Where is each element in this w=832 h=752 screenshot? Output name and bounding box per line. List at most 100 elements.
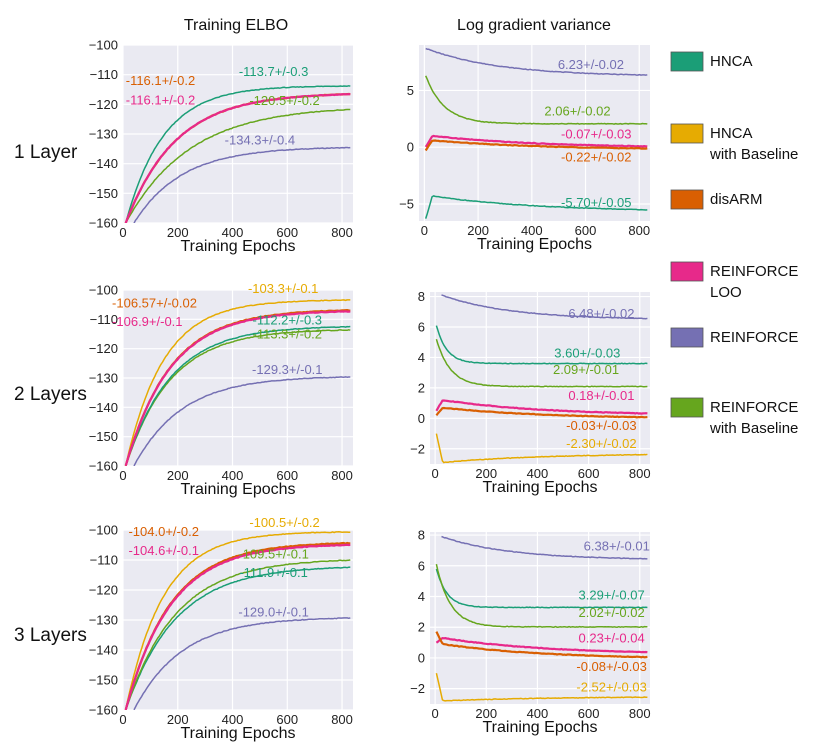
- annotation-disarm: -106.57+/-0.02: [112, 296, 197, 311]
- series-group: [124, 299, 351, 466]
- y-tick-label: −160: [89, 703, 118, 718]
- x-axis-label: Training Epochs: [477, 236, 592, 253]
- series-line-hnca: [435, 568, 648, 609]
- series-line-reinforce_loo: [424, 134, 648, 148]
- x-tick-label: 0: [119, 468, 126, 483]
- annotation-hnca_baseline: -2.52+/-0.03: [576, 680, 646, 695]
- legend-label: REINFORCE: [710, 399, 798, 416]
- y-tick-label: 8: [418, 528, 425, 543]
- legend-label: REINFORCE: [710, 263, 798, 280]
- series-line-reinforce_loo: [435, 399, 648, 415]
- annotation-disarm: -0.03+/-0.03: [566, 418, 636, 433]
- y-tick-label: 2: [418, 620, 425, 635]
- series-line-hnca_baseline: [124, 299, 351, 466]
- y-tick-label: −160: [89, 216, 118, 231]
- row-label-1-layer: 1 Layer: [14, 142, 78, 163]
- x-tick-label: 600: [578, 706, 600, 721]
- y-tick-label: −2: [410, 441, 425, 456]
- x-tick-label: 200: [167, 712, 189, 727]
- y-tick-label: −140: [89, 156, 118, 171]
- legend-swatch: [670, 51, 704, 72]
- y-tick-label: −100: [89, 523, 118, 538]
- series-line-disarm: [435, 406, 648, 419]
- y-tick-label: −160: [89, 459, 118, 474]
- legend-entry-hnca: HNCA: [670, 51, 753, 72]
- legend-swatch: [670, 189, 704, 210]
- legend-entry-disarm: disARM: [670, 189, 763, 210]
- y-tick-label: 2: [418, 380, 425, 395]
- annotation-disarm: -0.22+/-0.02: [561, 149, 631, 164]
- annotation-reinforce_baseline: -120.5+/-0.2: [249, 93, 319, 108]
- x-axis-label: Training Epochs: [482, 479, 597, 496]
- row-label-2-layers: 2 Layers: [14, 384, 87, 405]
- series-line-reinforce_loo: [435, 636, 648, 654]
- plot-background: [430, 292, 650, 464]
- x-tick-label: 600: [575, 223, 597, 238]
- y-tick-label: 0: [418, 650, 425, 665]
- annotation-reinforce_baseline: 2.09+/-0.01: [553, 362, 619, 377]
- x-tick-label: 0: [431, 466, 438, 481]
- y-tick-label: −110: [90, 67, 118, 82]
- y-tick-label: −150: [89, 673, 118, 688]
- annotation-reinforce: 6.38+/-0.01: [584, 538, 650, 553]
- y-tick-label: 6: [418, 558, 425, 573]
- x-tick-label: 400: [222, 225, 244, 240]
- y-tick-label: −2: [410, 681, 425, 696]
- chart-panel-r0-c1: 0 200 400 600 800 −5 0 5 Training Epochs 6.23+/-0…: [399, 45, 650, 253]
- series-line-reinforce_loo: [124, 92, 351, 223]
- series-line-reinforce: [133, 617, 351, 710]
- chart-panel-r1-c1: 0 200 400 600 800 −2 0 2 4 6 8 Training Epochs 6.48+…: [410, 289, 650, 496]
- plot-background: [430, 532, 650, 704]
- legend-entry-hnca_baseline: HNCA with Baseline: [670, 123, 798, 163]
- y-tick-label: −140: [89, 643, 118, 658]
- y-tick-label: −130: [89, 127, 118, 142]
- x-tick-label: 600: [578, 466, 600, 481]
- y-tick-label: −120: [89, 583, 118, 598]
- legend-swatch: [670, 123, 704, 144]
- series-line-reinforce_baseline: [435, 338, 648, 388]
- annotation-reinforce_baseline: 2.06+/-0.02: [544, 103, 610, 118]
- legend-entry-reinforce: REINFORCE: [670, 327, 798, 348]
- x-axis-label: Training Epochs: [180, 481, 295, 498]
- series-line-hnca_baseline: [435, 433, 648, 464]
- series-line-reinforce_baseline: [435, 563, 648, 628]
- y-tick-label: −100: [89, 38, 118, 53]
- column-title-gradient-variance: Log gradient variance: [457, 17, 611, 34]
- series-line-reinforce_baseline: [125, 108, 351, 223]
- annotation-reinforce_loo: -116.1+/-0.2: [126, 92, 196, 107]
- legend-label: disARM: [710, 191, 763, 208]
- series-line-reinforce_baseline: [124, 559, 351, 710]
- x-tick-label: 400: [527, 706, 549, 721]
- y-tick-label: −120: [89, 97, 118, 112]
- x-tick-label: 800: [331, 225, 353, 240]
- legend-entry-reinforce_baseline: REINFORCE with Baseline: [670, 397, 798, 437]
- y-tick-label: −150: [89, 186, 118, 201]
- annotation-reinforce: -129.3+/-0.1: [252, 362, 322, 377]
- x-axis-label: Training Epochs: [180, 725, 295, 742]
- series-line-hnca: [424, 195, 648, 219]
- y-tick-label: −130: [89, 371, 118, 386]
- y-tick-label: 8: [418, 289, 425, 304]
- series-group: [424, 47, 648, 219]
- series-line-reinforce_loo: [124, 543, 351, 710]
- legend-swatch: [670, 261, 704, 282]
- series-line-hnca_baseline: [124, 531, 351, 710]
- x-tick-label: 0: [431, 706, 438, 721]
- annotation-reinforce: -129.0+/-0.1: [238, 604, 308, 619]
- legend-label: REINFORCE: [710, 329, 798, 346]
- series-line-disarm: [435, 631, 648, 659]
- x-tick-label: 800: [331, 468, 353, 483]
- x-tick-label: 600: [276, 225, 298, 240]
- x-tick-label: 0: [421, 223, 428, 238]
- y-tick-label: 4: [418, 350, 425, 365]
- chart-panel-r0-c0: 0 200 400 600 800 −160 −150 −140 −130 −120 −110 −10…: [89, 38, 353, 255]
- annotation-reinforce_loo: -0.07+/-0.03: [561, 127, 631, 142]
- series-group: [124, 531, 351, 710]
- series-line-hnca: [435, 325, 648, 365]
- x-tick-label: 400: [521, 223, 543, 238]
- x-tick-label: 200: [467, 223, 489, 238]
- x-tick-label: 200: [167, 225, 189, 240]
- series-line-reinforce: [133, 146, 351, 223]
- series-line-hnca: [124, 566, 351, 710]
- series-line-hnca: [125, 85, 351, 223]
